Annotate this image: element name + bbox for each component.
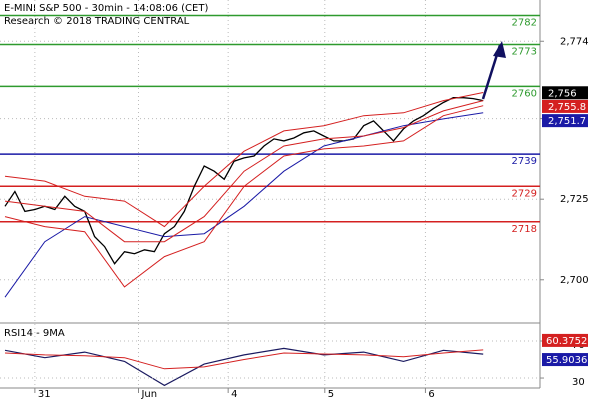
level-label: 2760 [512,88,537,99]
chart-subtitle: Research © 2018 TRADING CENTRAL [4,16,190,27]
x-tick-label: 5 [328,389,334,400]
rsi-marker [542,353,588,367]
level-label: 2773 [512,46,537,57]
level-label: 2729 [512,188,537,199]
projection-arrowhead [493,41,506,58]
price-marker [542,86,588,100]
price-marker-label: 2,755.8 [548,102,586,113]
rsi-marker-label: 55.9036 [546,355,587,366]
series-line [4,347,484,387]
level-label: 2782 [512,17,537,28]
price-marker-label: 2,751.7 [548,116,586,127]
series-line [4,112,484,298]
series-line [4,349,484,370]
y-tick-label: 2,774 [560,36,589,47]
price-marker [542,99,588,113]
rsi-marker-label: 60.3752 [546,336,587,347]
x-tick-label: 4 [231,389,237,400]
series-line [4,92,484,228]
series-line [4,105,484,288]
price-marker-label: 2,756 [548,88,577,99]
chart-title: E-MINI S&P 500 - 30min - 14:08:06 (CET) [4,3,208,14]
level-label: 2718 [512,224,537,235]
level-label: 2739 [512,156,537,167]
x-tick-label: 6 [428,389,434,400]
rsi-marker [542,333,588,347]
y-tick-label: 30 [572,377,585,388]
x-tick-label: Jun [140,389,157,400]
y-tick-label: 2,700 [560,275,589,286]
series-line [4,100,484,243]
price-marker [542,114,588,128]
rsi-title: RSI14 - 9MA [4,328,65,339]
x-tick-label: 31 [38,389,51,400]
y-tick-label: 2,725 [560,194,589,205]
